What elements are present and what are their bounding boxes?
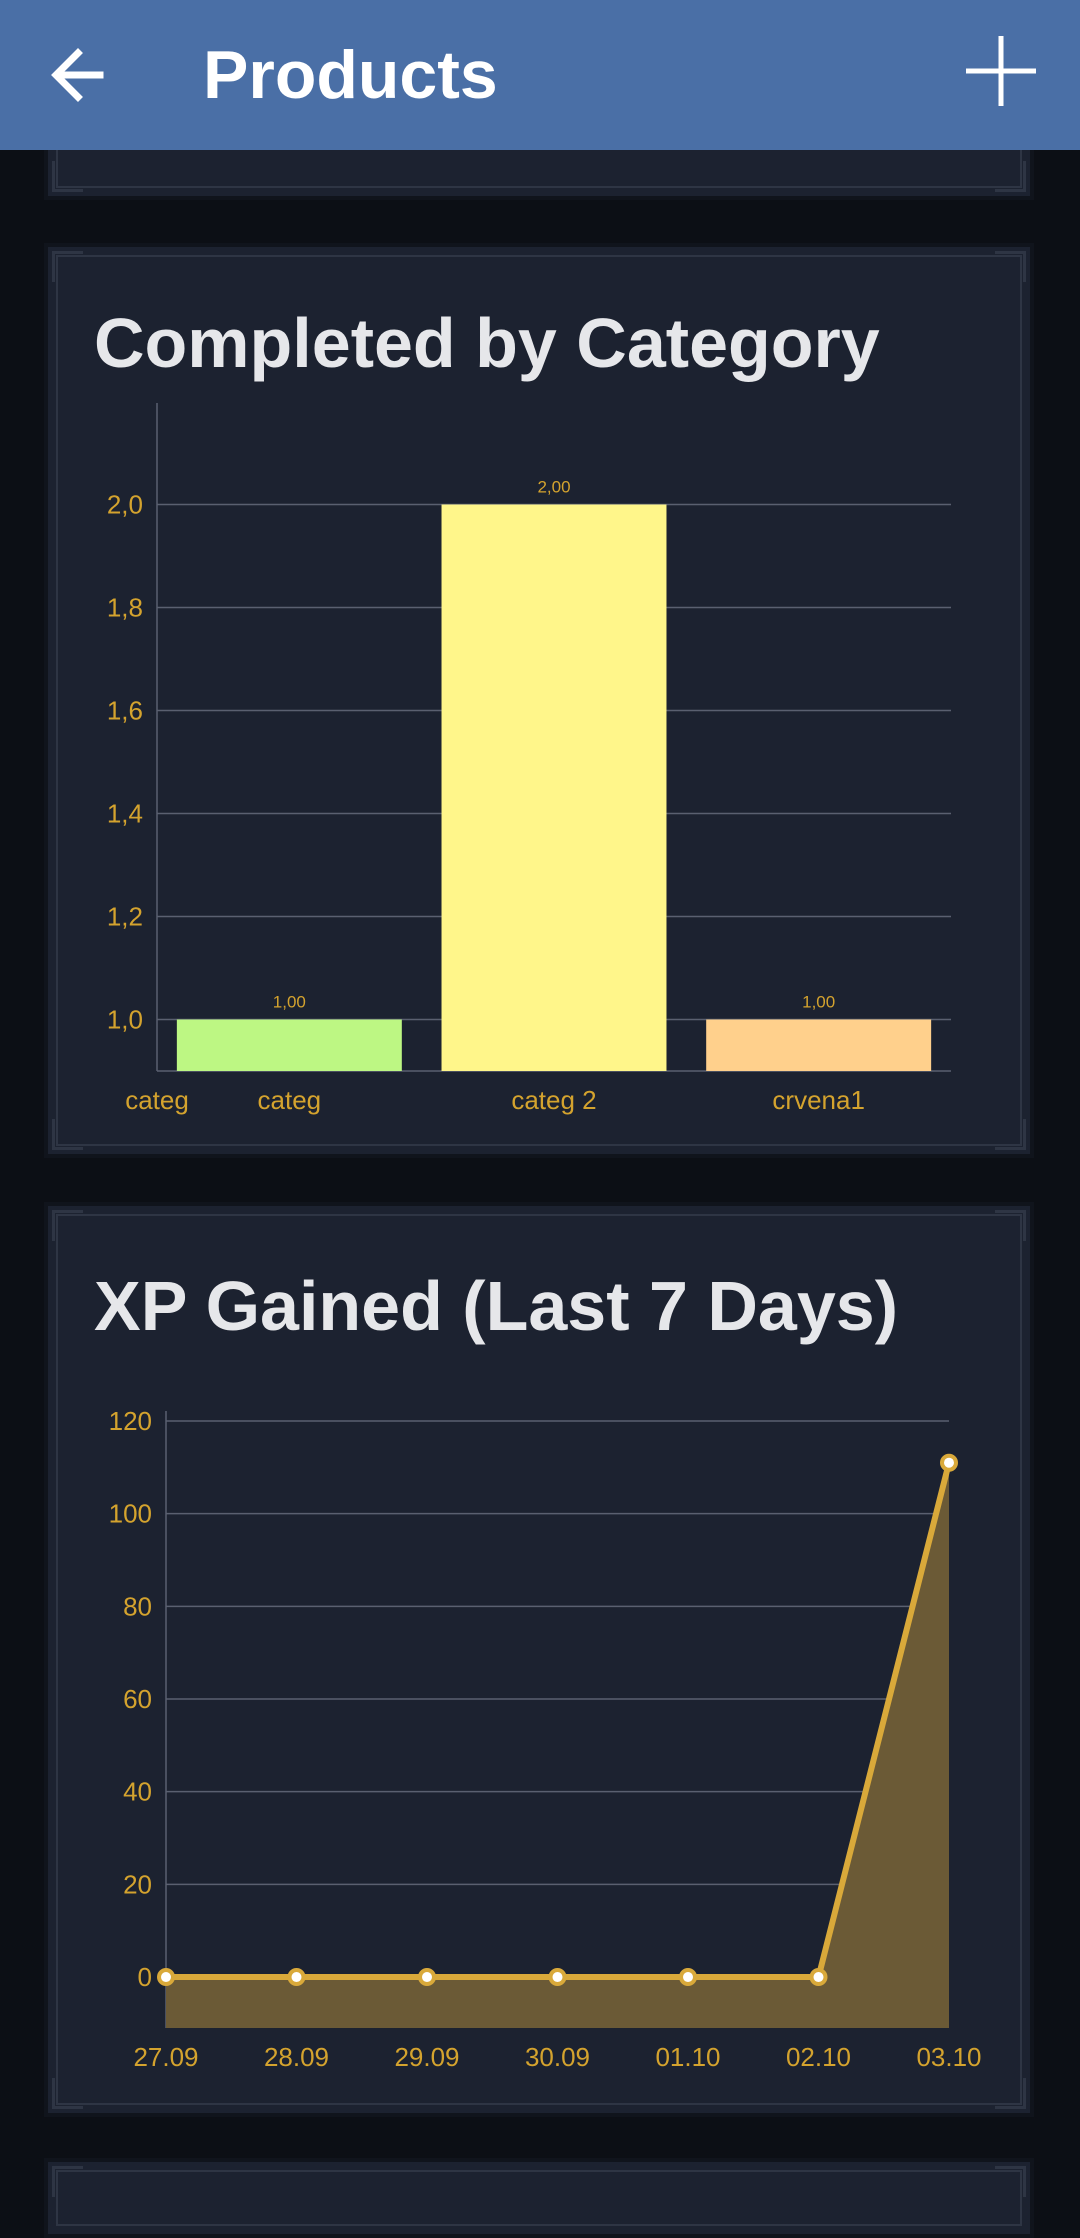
next-card [44,2158,1034,2238]
bar-categ-2 [441,504,667,1071]
line-chart: 0 20 40 60 80 100 120 27.09 28.09 29.09 30.09 01.10… [109,1406,982,2072]
x-tick-label: 27.09 [133,2042,198,2072]
x-tick-label: 29.09 [394,2042,459,2072]
page-title: Products [203,37,498,113]
y-tick-label: 100 [109,1499,152,1529]
x-tick-label: 01.10 [655,2042,720,2072]
y-tick-label: 120 [109,1406,152,1436]
data-point [940,1453,958,1472]
data-point [548,1968,567,1987]
data-point [679,1968,697,1987]
data-label: 1,00 [802,993,835,1012]
bar-crvena1 [706,1019,932,1071]
y-tick-label: 40 [123,1777,152,1807]
arrow-left-icon [51,48,104,102]
data-point [157,1968,175,1987]
completed-by-category-card: Completed by Category 1,0 1,2 1,4 1,6 1,8 2,0… [44,243,1034,1158]
y-tick-label: 20 [123,1869,152,1899]
bar-chart: 1,0 1,2 1,4 1,6 1,8 2,0 1,00 categ 2,00 categ 2 1,… [107,403,951,1115]
chart-title: Completed by Category [94,304,880,382]
y-tick-label: 2,0 [107,490,143,520]
data-point [287,1968,306,1987]
xp-gained-card: XP Gained (Last 7 Days) 0 20 40 60 80 100 120 2… [44,1202,1034,2117]
x-tick-label: 03.10 [916,2042,981,2072]
plus-icon [966,36,1036,106]
x-tick-label: 02.10 [786,2042,851,2072]
x-tick-label: categ [125,1085,189,1115]
x-tick-label: crvena1 [772,1085,865,1115]
y-tick-label: 1,0 [107,1005,143,1035]
add-product-button[interactable] [960,30,1042,112]
back-button[interactable] [40,35,120,115]
y-tick-label: 1,6 [107,696,143,726]
x-tick-label: 28.09 [264,2042,329,2072]
data-label: 2,00 [537,478,570,497]
bar-categ [176,1019,402,1071]
y-tick-label: 0 [138,1962,152,1992]
data-label: 1,00 [273,993,306,1012]
area-fill [166,1462,949,2028]
y-tick-label: 80 [123,1591,152,1621]
chart-title: XP Gained (Last 7 Days) [94,1267,899,1345]
y-tick-label: 1,4 [107,799,143,829]
x-tick-label: categ 2 [511,1085,596,1115]
x-tick-label: categ [258,1085,322,1115]
y-tick-label: 60 [123,1684,152,1714]
x-tick-label: 30.09 [525,2042,590,2072]
y-tick-label: 1,8 [107,593,143,623]
data-point [809,1968,828,1987]
series-line [166,1461,952,1981]
data-point [418,1968,436,1987]
app-bar: Products [0,0,1080,150]
y-tick-label: 1,2 [107,902,143,932]
